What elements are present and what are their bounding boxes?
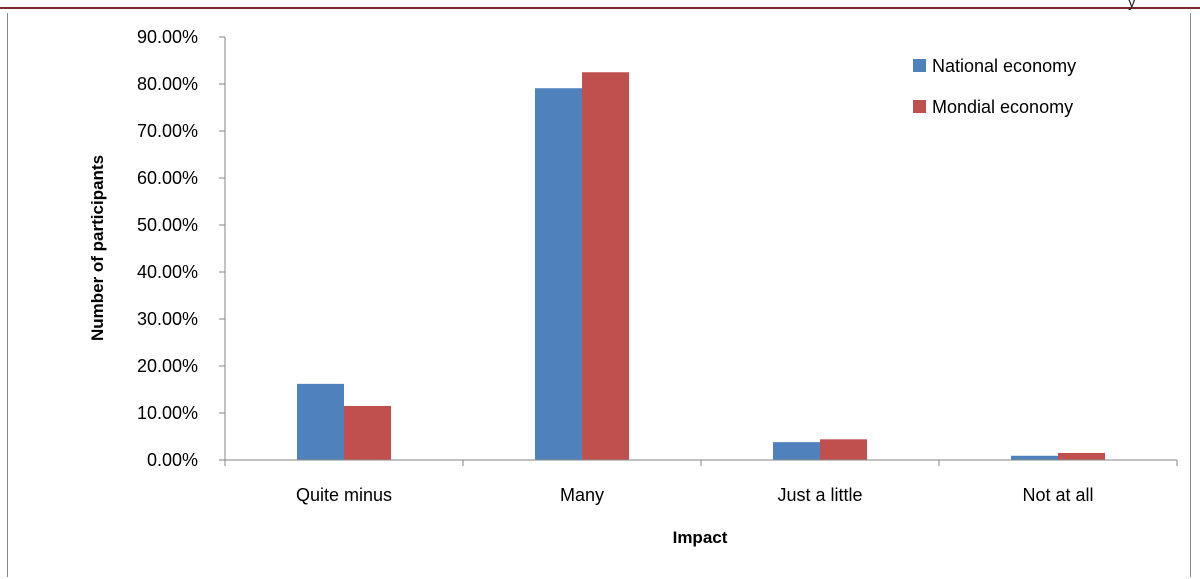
y-tick-label: 20.00%	[137, 356, 198, 376]
x-tick-label: Just a little	[777, 485, 862, 505]
legend-label-national-economy: National economy	[932, 56, 1076, 76]
bar-national-economy	[535, 88, 582, 460]
bar-mondial-economy	[582, 72, 629, 460]
y-tick-label: 80.00%	[137, 74, 198, 94]
y-tick-label: 90.00%	[137, 27, 198, 47]
page-corner-mark: y	[1128, 0, 1136, 11]
bar-series	[297, 72, 1105, 460]
legend-label-mondial-economy: Mondial economy	[932, 97, 1073, 117]
legend: National economy Mondial economy	[913, 56, 1076, 117]
legend-swatch-mondial-economy	[913, 100, 926, 113]
y-axis-ticks: 0.00% 10.00% 20.00% 30.00% 40.00% 50.00% 60.00…	[137, 27, 225, 470]
x-tick-label: Many	[560, 485, 604, 505]
bar-mondial-economy	[1058, 452, 1105, 460]
legend-swatch-national-economy	[913, 59, 926, 72]
y-tick-label: 0.00%	[147, 450, 198, 470]
y-axis-title: Number of participants	[88, 155, 107, 341]
x-tick-label: Not at all	[1022, 485, 1093, 505]
x-axis-labels: Quite minus Many Just a little Not at all	[296, 485, 1094, 505]
y-tick-label: 60.00%	[137, 168, 198, 188]
y-tick-label: 30.00%	[137, 309, 198, 329]
x-tick-label: Quite minus	[296, 485, 392, 505]
bar-national-economy	[297, 383, 344, 460]
y-tick-label: 40.00%	[137, 262, 198, 282]
x-axis-ticks	[224, 460, 1178, 466]
bar-national-economy	[1011, 455, 1058, 460]
y-tick-label: 70.00%	[137, 121, 198, 141]
y-tick-label: 10.00%	[137, 403, 198, 423]
page-top-rule	[0, 7, 1200, 9]
bar-mondial-economy	[820, 439, 867, 460]
bar-national-economy	[773, 442, 820, 460]
x-axis-title: Impact	[673, 528, 728, 547]
y-tick-label: 50.00%	[137, 215, 198, 235]
chart-frame	[7, 13, 1191, 577]
bar-mondial-economy	[344, 405, 391, 460]
